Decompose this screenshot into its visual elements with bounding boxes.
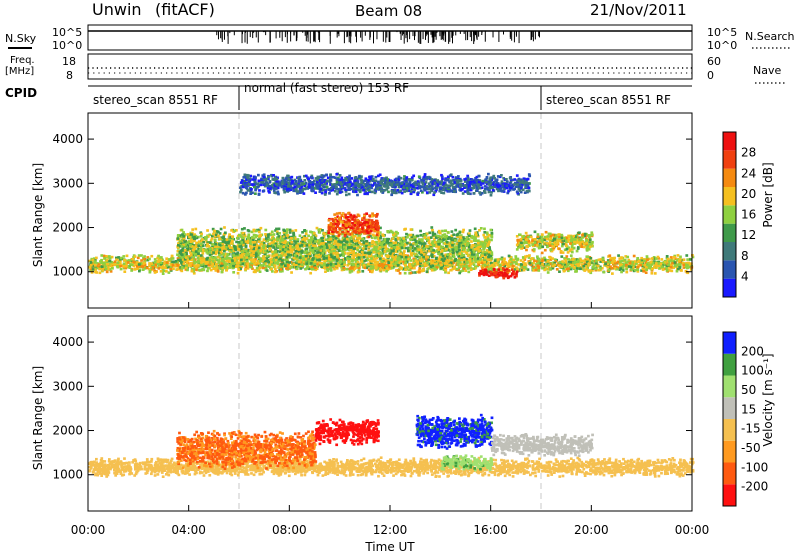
power-heatmap <box>88 172 695 280</box>
colorbar-swatch <box>723 278 736 297</box>
colorbar-swatch <box>723 462 736 485</box>
beam-title: Beam 08 <box>355 2 422 20</box>
colorbar-tick: 15 <box>741 402 756 416</box>
colorbar-tick: -15 <box>741 422 761 436</box>
xtick-label: 00:00 <box>675 523 710 537</box>
nsky-tick-right-bottom: 10^0 <box>707 39 737 52</box>
colorbar-tick: -100 <box>741 460 768 474</box>
colorbar-swatch <box>723 150 736 169</box>
nave-label: Nave <box>753 64 781 77</box>
ytick-label: 1000 <box>52 265 83 279</box>
freq-tick-bottom: 8 <box>66 69 73 82</box>
xtick-label: 00:00 <box>71 523 106 537</box>
colorbar-swatch <box>723 242 736 261</box>
freq-label-line2: [MHz] <box>5 66 34 77</box>
colorbar-swatch <box>723 419 736 441</box>
velocity-colorbar: -200 -100 -50 -15 15 50 100 200 <box>722 331 768 507</box>
freq-panel-frame <box>87 53 693 80</box>
nsky-trace <box>88 30 692 44</box>
colorbar-tick: 100 <box>741 364 764 378</box>
date-title: 21/Nov/2011 <box>590 1 687 19</box>
power-yaxis: 1000 2000 3000 4000 <box>52 132 692 279</box>
freq-tick-top: 18 <box>62 55 76 68</box>
colorbar-tick: -50 <box>741 441 761 455</box>
colorbar-swatch <box>723 168 736 187</box>
colorbar-tick: 12 <box>741 228 756 242</box>
ytick-label: 3000 <box>52 379 83 393</box>
power-panel-frame <box>87 112 693 309</box>
colorbar-swatch <box>723 332 736 354</box>
colorbar-swatch <box>723 484 736 506</box>
nsky-tick-left-top: 10^5 <box>52 26 82 39</box>
nave-tick-top: 60 <box>707 55 721 68</box>
nsky-label: N.Sky <box>5 32 37 45</box>
colorbar-tick: 8 <box>741 249 749 263</box>
power-colorbar: 4 8 12 16 20 24 28 <box>722 131 756 298</box>
colorbar-tick: 28 <box>741 146 756 160</box>
ytick-label: 2000 <box>52 424 83 438</box>
velocity-ylabel: Slant Range [km] <box>31 366 45 470</box>
colorbar-swatch <box>723 132 736 151</box>
time-xaxis: 00:00 04:00 08:00 12:00 16:00 20:00 00:00 <box>71 302 710 537</box>
ytick-label: 1000 <box>52 468 83 482</box>
xtick-label: 08:00 <box>272 523 307 537</box>
velocity-colorbar-label: Velocity [m s⁻¹] <box>761 353 775 446</box>
power-ylabel: Slant Range [km] <box>31 163 45 267</box>
colorbar-swatch <box>723 223 736 242</box>
cpid-segment-label: stereo_scan 8551 RF <box>93 93 218 107</box>
colorbar-swatch <box>723 375 736 398</box>
xtick-label: 16:00 <box>473 523 508 537</box>
xtick-label: 20:00 <box>574 523 609 537</box>
colorbar-tick: 24 <box>741 166 756 180</box>
nsky-tick-right-top: 10^5 <box>707 26 737 39</box>
nsearch-label: N.Search <box>745 30 795 43</box>
colorbar-tick: 200 <box>741 344 764 358</box>
cpid-segment-label: normal (fast stereo) 153 RF <box>244 81 409 95</box>
colorbar-swatch <box>723 440 736 463</box>
ytick-label: 4000 <box>52 132 83 146</box>
cpid-segment-label: stereo_scan 8551 RF <box>546 93 671 107</box>
colorbar-tick: 4 <box>741 269 749 283</box>
method-title: (fitACF) <box>155 0 215 19</box>
colorbar-swatch <box>723 205 736 224</box>
xtick-label: 12:00 <box>373 523 408 537</box>
velocity-heatmap <box>88 413 695 478</box>
ytick-label: 4000 <box>52 335 83 349</box>
colorbar-swatch <box>723 260 736 279</box>
xaxis-label: Time UT <box>364 540 415 554</box>
velocity-panel-frame <box>87 315 693 512</box>
velocity-yaxis: 1000 2000 3000 4000 <box>52 335 692 482</box>
colorbar-swatch <box>723 353 736 376</box>
nave-tick-bottom: 0 <box>707 69 714 82</box>
ytick-label: 3000 <box>52 176 83 190</box>
freq-label-line1: Freq. <box>10 55 35 66</box>
ytick-label: 2000 <box>52 221 83 235</box>
nsky-panel-frame <box>87 24 693 51</box>
station-title: Unwin <box>92 0 142 19</box>
power-colorbar-label: Power [dB] <box>761 162 775 227</box>
colorbar-tick: 20 <box>741 187 756 201</box>
colorbar-swatch <box>723 397 736 419</box>
colorbar-tick: 16 <box>741 208 756 222</box>
colorbar-tick: 50 <box>741 383 756 397</box>
xtick-label: 04:00 <box>171 523 206 537</box>
nsky-tick-left-bottom: 10^0 <box>52 39 82 52</box>
cpid-label: CPID <box>5 86 37 100</box>
colorbar-tick: -200 <box>741 480 768 494</box>
colorbar-swatch <box>723 187 736 206</box>
